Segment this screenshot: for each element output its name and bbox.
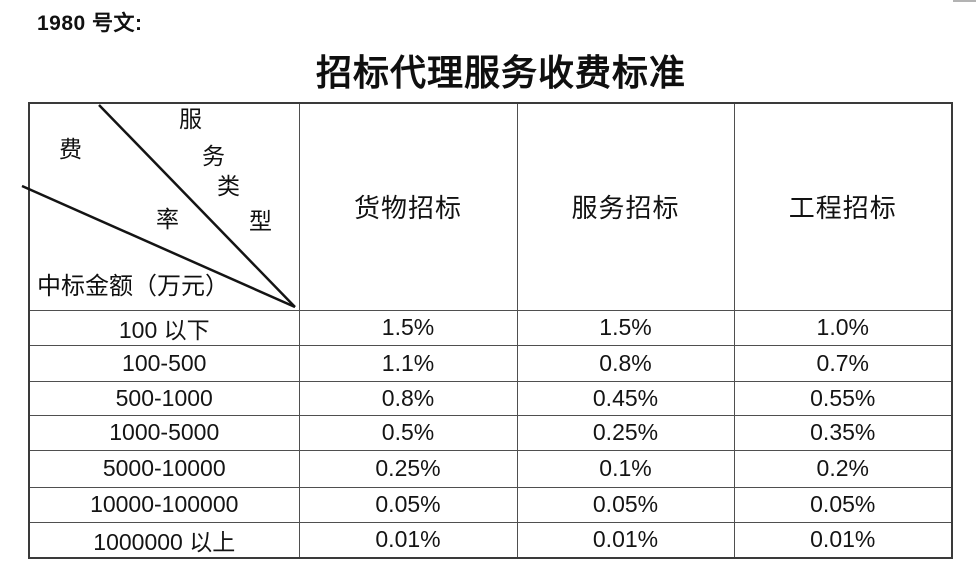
doc-title: 招标代理服务收费标准 [315,53,686,93]
corner-type-char: 服 [179,107,202,132]
amount-range-cell: 1000000 以上 [28,521,300,558]
corner-type-char: 务 [202,144,225,169]
rate-cell: 0.8% [516,344,735,382]
rate-cell: 0.7% [733,344,953,382]
rate-cell: 0.25% [298,449,518,488]
rate-cell: 0.5% [298,414,518,451]
rate-cell: 0.35% [733,414,953,451]
rate-cell: 1.5% [516,309,735,346]
amount-range-cell: 1000-5000 [28,414,300,451]
rate-cell: 0.01% [298,521,518,558]
corner-type-char: 型 [249,209,272,234]
table-row: 1000-5000 0.5% 0.25% 0.35% [28,414,953,451]
rate-cell: 0.8% [298,380,518,416]
corner-rate-char: 率 [156,207,179,232]
column-header-works: 工程招标 [733,102,953,311]
corner-type-char: 类 [217,174,240,199]
rate-cell: 0.1% [516,449,735,488]
rate-cell: 0.45% [516,380,735,416]
rate-cell: 0.01% [733,521,953,558]
amount-range-cell: 100-500 [28,344,300,382]
rate-cell: 1.1% [298,344,518,382]
column-header-services: 服务招标 [516,102,735,311]
rate-cell: 0.05% [298,486,518,523]
table-header-row: 服 务 类 型 费 率 中标金额（万元） 货物招标 服务招标 工程招标 [21,102,953,311]
rate-cell: 0.01% [516,521,735,558]
amount-range-cell: 5000-10000 [28,449,300,488]
screen-edge-artifact [953,0,976,2]
table-row: 500-1000 0.8% 0.45% 0.55% [28,380,953,416]
rate-cell: 0.2% [733,449,953,488]
fee-table: 服 务 类 型 费 率 中标金额（万元） 货物招标 服务招标 工程招标 100 … [21,102,953,559]
amount-range-cell: 100 以下 [28,309,300,346]
rate-cell: 1.5% [298,309,518,346]
rate-cell: 0.05% [733,486,953,523]
rate-cell: 0.55% [733,380,953,416]
amount-range-cell: 500-1000 [28,380,300,416]
corner-amount-label: 中标金额（万元） [37,274,229,300]
table-row: 10000-100000 0.05% 0.05% 0.05% [28,486,953,523]
rate-cell: 0.25% [516,414,735,451]
table-row: 100-500 1.1% 0.8% 0.7% [28,344,953,382]
diagonal-header-cell: 服 务 类 型 费 率 中标金额（万元） [21,102,300,311]
table-row: 5000-10000 0.25% 0.1% 0.2% [28,449,953,488]
table-row: 100 以下 1.5% 1.5% 1.0% [28,309,953,346]
column-header-goods: 货物招标 [298,102,518,311]
doc-number: 1980 号文: [37,12,143,35]
amount-range-cell: 10000-100000 [28,486,300,523]
rate-cell: 1.0% [733,309,953,346]
rate-cell: 0.05% [516,486,735,523]
corner-rate-char: 费 [59,137,82,162]
title-row: 招标代理服务收费标准 [0,44,976,96]
table-row: 1000000 以上 0.01% 0.01% 0.01% [28,521,953,558]
